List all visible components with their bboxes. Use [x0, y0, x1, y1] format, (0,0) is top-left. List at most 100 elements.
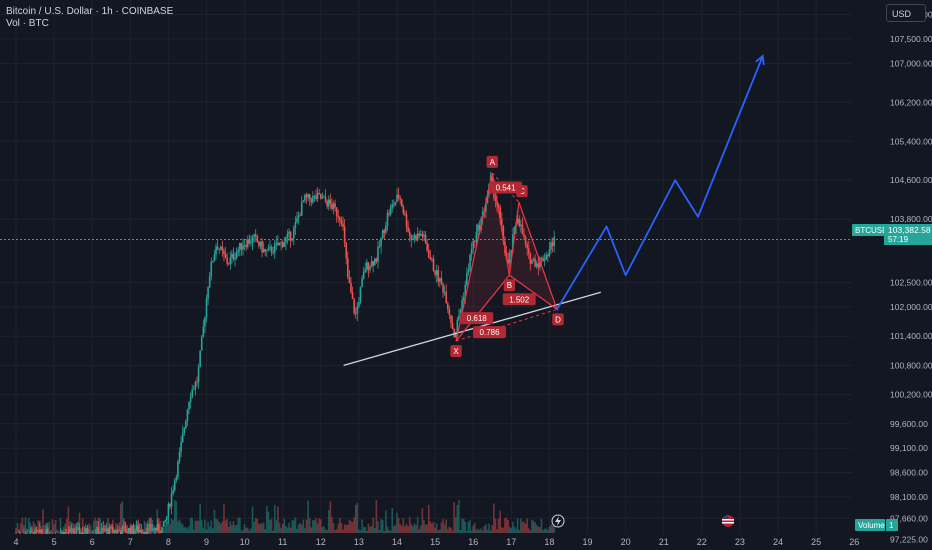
volume-bar: [472, 525, 474, 533]
lightning-event-icon[interactable]: [551, 514, 565, 528]
candle-body: [97, 526, 100, 536]
candle-body: [258, 242, 260, 246]
volume-bar: [248, 530, 251, 533]
candle-body: [142, 532, 144, 534]
price-tick-label: 99,100.00: [890, 443, 928, 453]
volume-bar: [337, 524, 340, 533]
candle-body: [286, 233, 289, 238]
volume-bar: [507, 520, 509, 533]
volume-bar: [454, 517, 457, 533]
projection-path[interactable]: [556, 54, 765, 310]
candle-body: [523, 234, 525, 238]
candle-body: [366, 262, 368, 270]
candle-body: [356, 306, 359, 314]
candle-body: [169, 504, 171, 507]
pattern-point-a-bg: [486, 155, 498, 168]
time-tick-label: 4: [13, 537, 18, 547]
support-trendline[interactable]: [343, 291, 602, 366]
candle-body: [267, 247, 270, 251]
pattern-triangle-bcd[interactable]: [508, 201, 559, 311]
volume-bar: [464, 521, 467, 533]
harmonic-pattern[interactable]: [455, 172, 559, 342]
candle-body: [31, 530, 33, 533]
volume-bar: [342, 529, 344, 533]
volume-bar: [43, 524, 46, 533]
volume-bar: [362, 527, 365, 533]
volume-bar: [24, 517, 27, 533]
currency-button[interactable]: USD: [886, 4, 926, 22]
projection-line[interactable]: [556, 55, 764, 310]
volume-bar: [493, 503, 495, 533]
candle-body: [86, 528, 89, 535]
candle-body: [535, 263, 538, 267]
volume-bar: [370, 526, 373, 533]
candle-body: [137, 525, 140, 533]
price-tick-label: 102,000.00: [890, 302, 932, 312]
candle-body: [96, 526, 98, 535]
volume-legend[interactable]: Vol · BTC: [6, 18, 49, 29]
volume-bar: [448, 526, 451, 533]
time-tick-label: 13: [354, 537, 364, 547]
volume-bar: [291, 520, 294, 533]
candle-body: [383, 230, 386, 233]
volume-bar: [166, 521, 168, 533]
volume-bar: [92, 520, 95, 533]
last-price-value: 103,382.58: [888, 225, 931, 235]
volume-bar: [302, 519, 305, 533]
time-tick-label: 11: [278, 537, 287, 547]
candle-body: [77, 527, 79, 529]
volume-bar: [243, 524, 246, 533]
price-tick-label: 103,800.00: [890, 214, 932, 224]
volume-bar: [553, 519, 555, 533]
time-tick-label: 20: [621, 537, 631, 547]
candle-body: [297, 215, 300, 218]
time-tick-label: 7: [128, 537, 133, 547]
candle-body: [181, 433, 184, 443]
time-tick-label: 22: [697, 537, 707, 547]
volume-bar: [56, 529, 59, 533]
candle-body: [275, 242, 278, 244]
candle-body: [473, 240, 476, 242]
volume-bar: [470, 530, 473, 533]
volume-bar: [32, 521, 35, 533]
volume-bar: [159, 520, 162, 533]
candle-body: [540, 257, 543, 260]
volume-bar: [331, 517, 333, 533]
volume-bar: [378, 529, 381, 533]
volume-bar: [458, 499, 460, 533]
volume-bar: [381, 520, 384, 533]
volume-bar: [499, 510, 501, 533]
volume-bar: [415, 525, 417, 533]
candle-body: [161, 526, 163, 533]
volume-bar: [346, 524, 349, 533]
candle-body: [326, 201, 328, 207]
candle-body: [377, 246, 379, 262]
volume-bar: [177, 521, 179, 533]
symbol-title[interactable]: Bitcoin / U.S. Dollar · 1h · COINBASE: [6, 6, 174, 17]
pattern-point-b-bg: [503, 279, 516, 292]
volume-bar: [208, 526, 211, 533]
candle-body: [432, 259, 435, 272]
volume-bar: [237, 517, 240, 533]
support-line[interactable]: [343, 291, 602, 366]
candle-body: [420, 234, 422, 236]
candle-body: [212, 261, 214, 263]
time-axis[interactable]: 4 5 6 7 8 9 10 11 12 13 14 15 16 17 18 19 20 21 22 23 24 25 26: [0, 534, 859, 550]
candle-body: [156, 523, 159, 531]
volume-bar: [121, 501, 124, 533]
volume-bar: [254, 518, 257, 533]
volume-bar: [264, 529, 267, 533]
candle-body: [199, 350, 201, 367]
us-flag-event-icon[interactable]: [722, 515, 734, 527]
candle-body: [375, 258, 378, 262]
candle-body: [507, 259, 509, 264]
volume-bar: [391, 507, 394, 533]
candle-body: [162, 521, 165, 527]
price-axis[interactable]: 108,000.00107,500.00107,000.00106,200.00…: [852, 0, 932, 550]
volume-bar: [467, 521, 470, 533]
candle-body: [324, 196, 327, 202]
candle-body: [205, 298, 208, 318]
candle-body: [235, 252, 238, 259]
